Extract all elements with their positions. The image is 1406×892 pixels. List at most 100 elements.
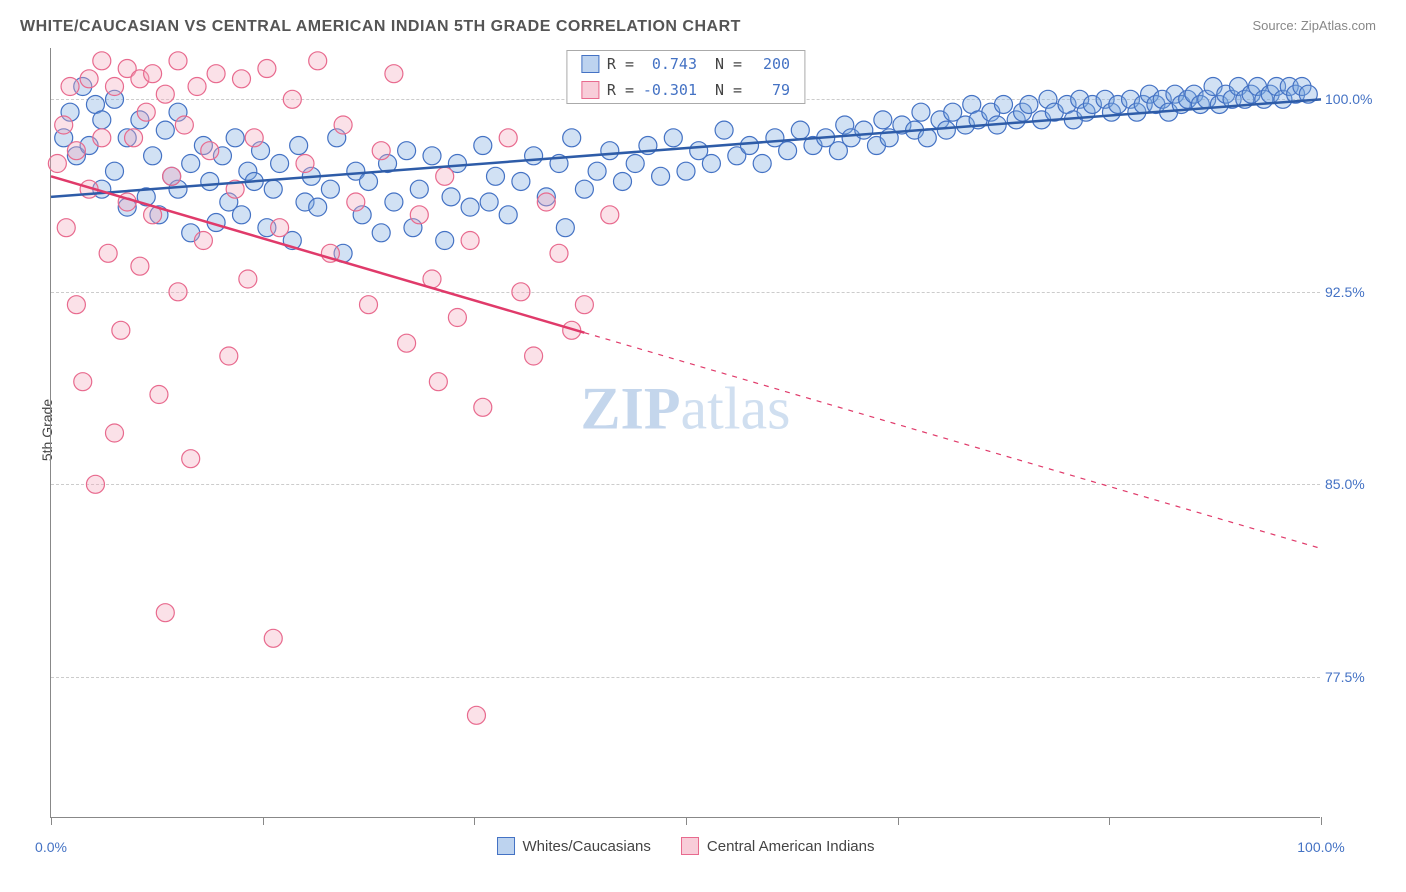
data-point [309,198,327,216]
data-point [372,224,390,242]
data-point [93,111,111,129]
data-point [677,162,695,180]
legend-swatch [497,837,515,855]
data-point [995,95,1013,113]
data-point [372,142,390,160]
data-point [131,257,149,275]
r-label: R = [607,81,634,99]
data-point [1020,95,1038,113]
series-legend: Whites/Caucasians Central American Indian… [497,837,875,855]
data-point [93,52,111,70]
data-point [499,129,517,147]
plot-area: ZIPatlas 77.5%85.0%92.5%100.0% 0.0%100.0… [50,48,1320,818]
data-point [512,172,530,190]
r-label: R = [607,55,634,73]
legend-swatch [581,55,599,73]
data-point [156,85,174,103]
data-point [525,347,543,365]
data-point [67,296,85,314]
data-point [296,155,314,173]
legend-item: Whites/Caucasians [497,837,651,855]
data-point [512,283,530,301]
data-point [137,103,155,121]
data-point [290,137,308,155]
data-point [474,137,492,155]
data-point [271,219,289,237]
r-value: 0.743 [642,55,697,73]
data-point [163,167,181,185]
stats-legend-row: R = 0.743 N = 200 [567,51,804,77]
data-point [93,129,111,147]
legend-swatch [581,81,599,99]
data-point [398,142,416,160]
data-point [385,193,403,211]
data-point [245,129,263,147]
data-point [398,334,416,352]
data-point [80,70,98,88]
legend-item: Central American Indians [681,837,875,855]
legend-swatch [681,837,699,855]
data-point [474,398,492,416]
data-point [55,116,73,134]
data-point [106,78,124,96]
data-point [188,78,206,96]
data-point [753,155,771,173]
data-point [487,167,505,185]
data-point [125,129,143,147]
data-point [525,147,543,165]
data-point [201,172,219,190]
data-point [702,155,720,173]
n-label: N = [715,81,742,99]
x-tick [898,817,899,825]
data-point [233,70,251,88]
data-point [588,162,606,180]
data-point [61,78,79,96]
data-point [874,111,892,129]
x-tick [1321,817,1322,825]
data-point [106,424,124,442]
data-point [664,129,682,147]
stats-legend: R =0.743N =200R =-0.301N =79 [566,50,805,104]
data-point [175,116,193,134]
data-point [283,90,301,108]
trend-line-extrapolated [584,333,1321,549]
data-point [201,142,219,160]
data-point [550,244,568,262]
n-label: N = [715,55,742,73]
x-tick-label: 0.0% [35,839,67,855]
data-point [144,65,162,83]
data-point [226,129,244,147]
n-value: 79 [750,81,790,99]
x-tick [474,817,475,825]
data-point [575,180,593,198]
n-value: 200 [750,55,790,73]
y-tick-label: 77.5% [1325,669,1380,685]
data-point [112,321,130,339]
data-point [937,121,955,139]
data-point [48,155,66,173]
data-point [156,121,174,139]
data-point [385,65,403,83]
data-point [410,180,428,198]
data-point [169,52,187,70]
data-point [779,142,797,160]
data-point [461,232,479,250]
x-tick [51,817,52,825]
y-tick-label: 92.5% [1325,284,1380,300]
data-point [182,155,200,173]
x-tick-label: 100.0% [1297,839,1344,855]
legend-label: Central American Indians [707,838,875,855]
data-point [169,283,187,301]
data-point [442,188,460,206]
chart-canvas [51,48,1320,817]
data-point [429,373,447,391]
data-point [220,347,238,365]
data-point [239,270,257,288]
data-point [499,206,517,224]
data-point [144,147,162,165]
data-point [74,373,92,391]
chart-source: Source: ZipAtlas.com [1252,18,1376,33]
data-point [194,232,212,250]
data-point [448,309,466,327]
data-point [258,60,276,78]
